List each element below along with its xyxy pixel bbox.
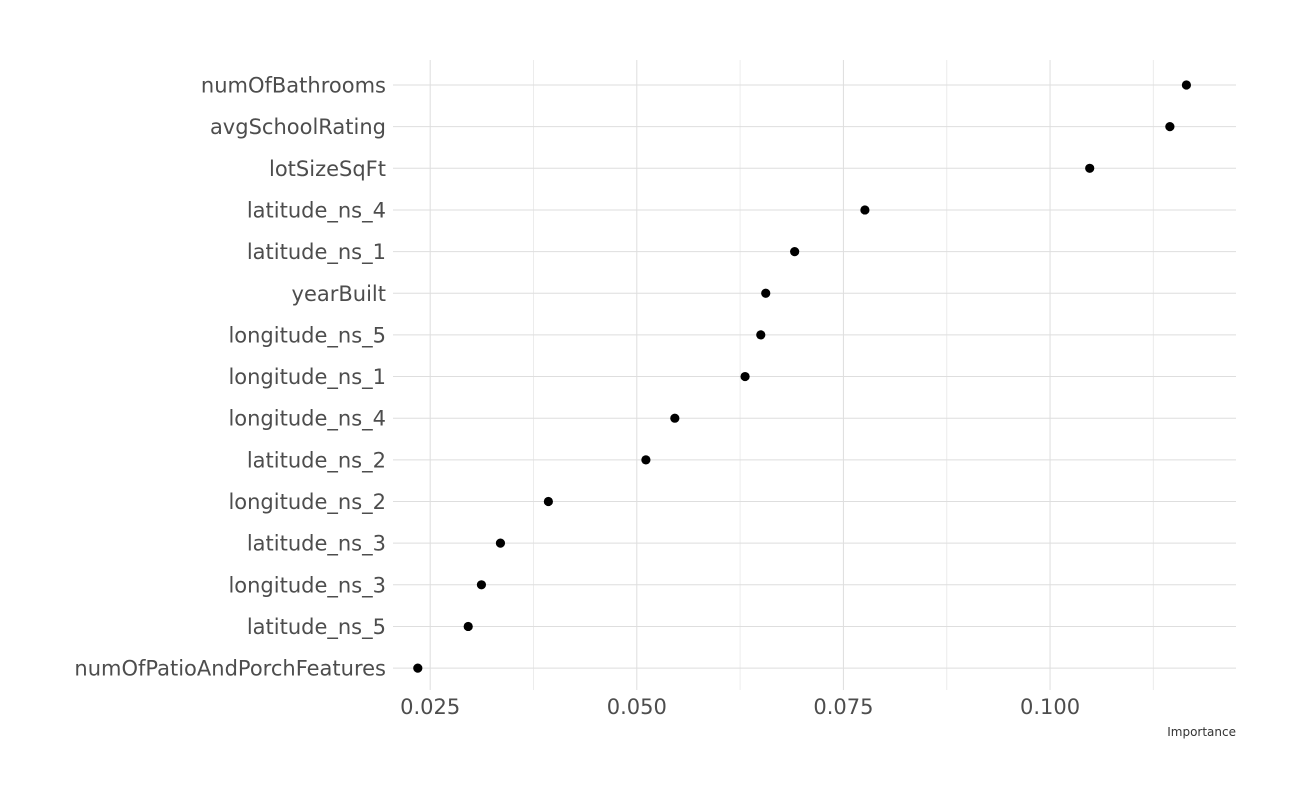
x-tick-label: 0.100 [1020,695,1080,719]
y-tick-label: numOfBathrooms [201,74,386,98]
y-tick-label: longitude_ns_4 [228,407,386,432]
data-point [790,247,800,257]
data-point [495,538,506,548]
data-point [476,580,487,590]
data-point [1165,122,1175,132]
y-tick-label: numOfPatioAndPorchFeatures [74,657,386,681]
data-point [756,330,766,340]
x-axis-title: Importance [1167,725,1236,739]
y-tick-label: avgSchoolRating [210,115,386,139]
x-tick-labels: 0.025 0.050 0.075 0.100 [400,695,1080,719]
x-tick-label: 0.075 [813,695,873,719]
y-tick-label: latitude_ns_3 [247,532,386,557]
y-tick-label: longitude_ns_3 [228,573,386,598]
data-point [860,205,870,215]
data-points [413,80,1192,673]
data-point [761,288,771,298]
data-point [740,371,750,382]
data-point [543,496,553,507]
x-tick-label: 0.025 [400,695,460,719]
data-point [670,413,680,423]
y-tick-label: lotSizeSqFt [269,157,386,181]
y-tick-label: yearBuilt [292,282,386,306]
y-tick-labels: numOfBathrooms avgSchoolRating lotSizeSqFt… [74,74,386,681]
data-point [1085,163,1095,173]
data-point [641,455,651,465]
x-tick-label: 0.050 [607,695,667,719]
y-tick-label: latitude_ns_2 [247,448,386,473]
data-point [413,663,423,673]
y-tick-label: longitude_ns_2 [228,490,386,515]
y-tick-label: latitude_ns_1 [247,240,386,265]
y-tick-label: longitude_ns_1 [228,365,386,390]
y-tick-label: latitude_ns_5 [247,615,386,640]
data-point [463,621,473,632]
data-point [1181,80,1192,90]
y-tick-label: latitude_ns_4 [247,198,386,223]
y-gridlines [393,84,1236,669]
y-tick-label: longitude_ns_5 [228,323,386,348]
